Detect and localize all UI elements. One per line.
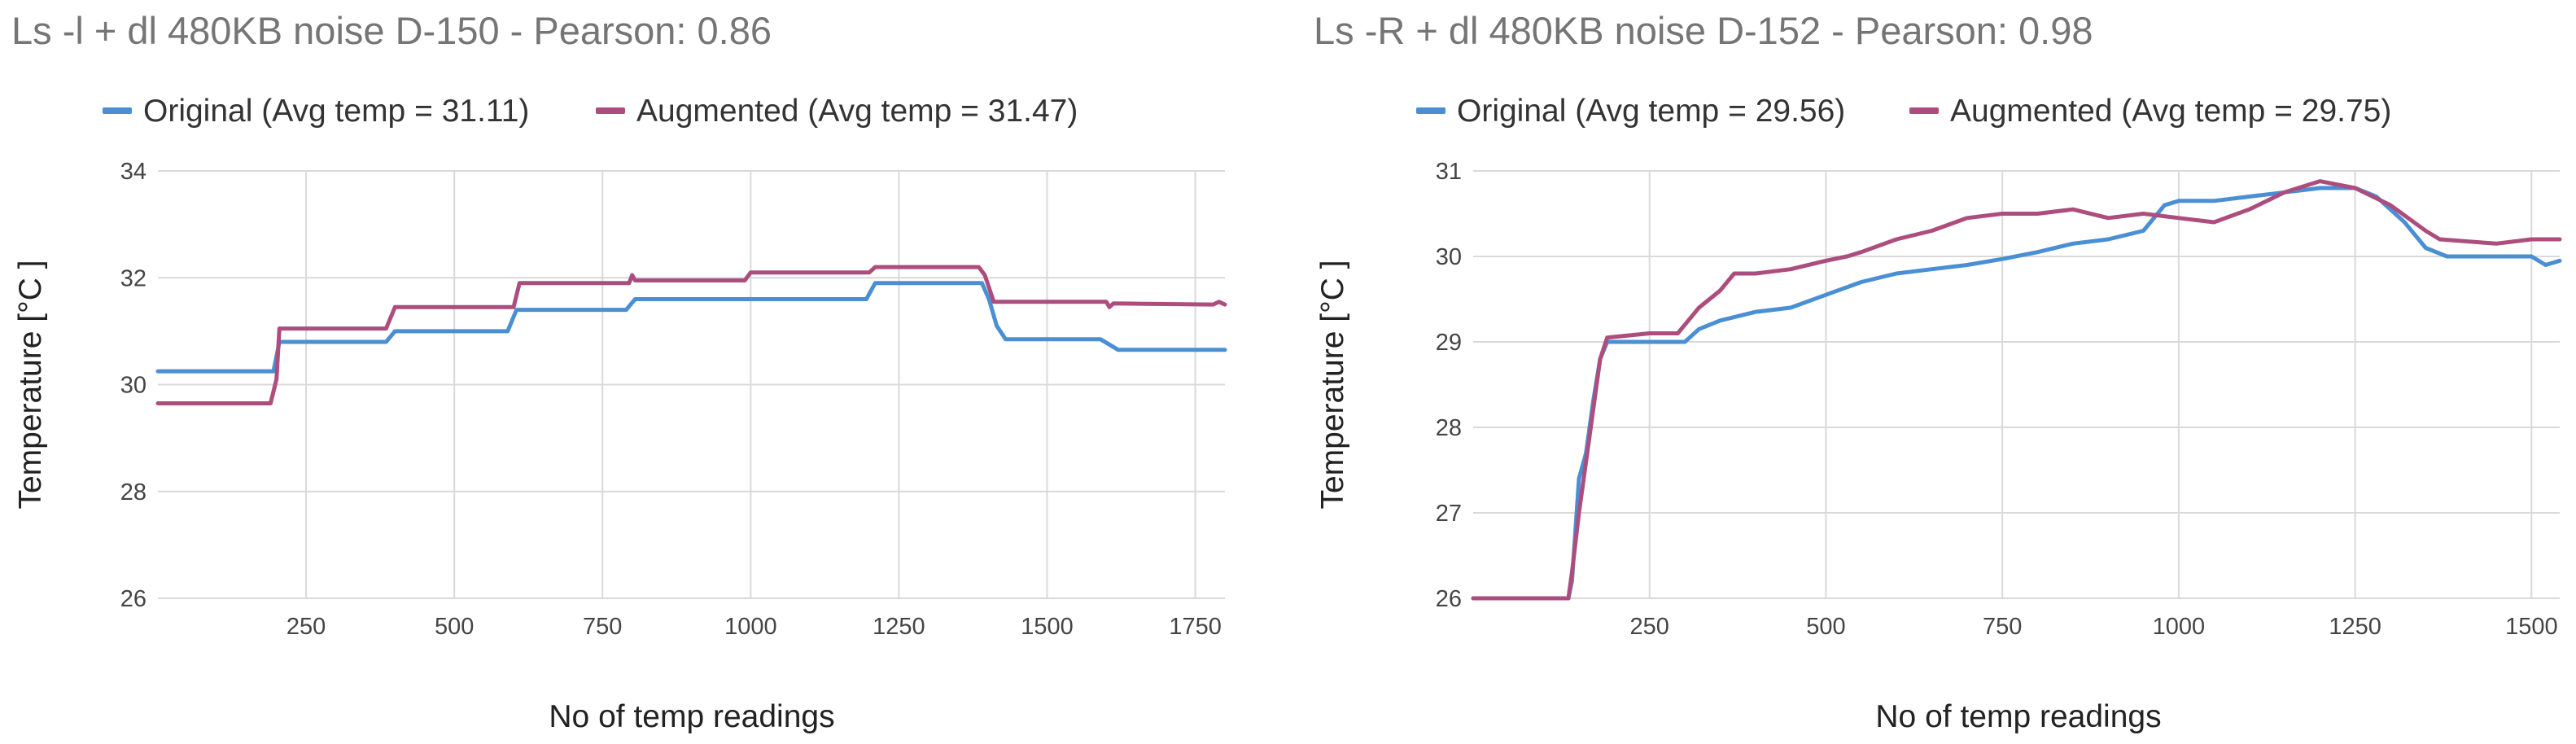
x-tick-label: 750 [583, 614, 622, 640]
series-line-original [155, 281, 1227, 374]
chart-panel-right: Ls -R + dl 480KB noise D-152 - Pearson: … [1302, 0, 2576, 744]
x-tick-label: 250 [286, 614, 326, 640]
y-tick-label: 30 [120, 373, 147, 399]
legend-label: Original (Avg temp = 29.56) [1457, 94, 1845, 129]
y-tick-label: 32 [120, 265, 147, 291]
y-tick-label: 28 [1436, 415, 1462, 441]
x-tick-label: 1000 [2153, 614, 2206, 640]
legend-swatch [1416, 107, 1445, 114]
x-tick-label: 1250 [873, 614, 925, 640]
legend-swatch [1909, 107, 1939, 114]
legend-label: Augmented (Avg temp = 31.47) [636, 94, 1078, 129]
legend-swatch [596, 107, 625, 114]
x-tick-label: 750 [1983, 614, 2022, 640]
x-axis-title: No of temp readings [549, 699, 834, 734]
y-tick-label: 34 [120, 159, 147, 185]
y-tick-label: 26 [120, 586, 147, 612]
x-tick-label: 500 [1806, 614, 1845, 640]
chart-title: Ls -R + dl 480KB noise D-152 - Pearson: … [1314, 9, 2093, 52]
series-line-augmented [1471, 179, 2562, 601]
chart-title: Ls -l + dl 480KB noise D-150 - Pearson: … [11, 9, 772, 52]
x-tick-label: 1000 [724, 614, 777, 640]
x-axis-title: No of temp readings [1875, 699, 2161, 734]
x-tick-label: 1500 [1021, 614, 1074, 640]
x-tick-label: 1500 [2505, 614, 2558, 640]
y-tick-label: 30 [1436, 244, 1462, 270]
y-tick-label: 27 [1436, 501, 1462, 527]
y-tick-label: 28 [120, 479, 147, 505]
y-tick-label: 26 [1436, 586, 1462, 612]
series-line-augmented [155, 265, 1227, 405]
line-chart-left: 26 28 30 32 34 250 500 750 1000 1250 1500 1750 No of… [13, 94, 1227, 734]
legend-label: Augmented (Avg temp = 29.75) [1950, 94, 2391, 129]
x-tick-label: 250 [1630, 614, 1669, 640]
x-tick-label: 1750 [1169, 614, 1222, 640]
y-tick-label: 29 [1436, 330, 1462, 356]
line-chart-right: 26 27 28 29 30 31 250 500 750 1000 1250 1500 No of t… [1315, 94, 2562, 734]
y-axis-title: Temperature [°C ] [13, 260, 48, 509]
y-axis-title: Temperature [°C ] [1315, 260, 1350, 509]
legend-swatch [103, 107, 132, 114]
y-tick-label: 31 [1436, 159, 1462, 185]
legend-label: Original (Avg temp = 31.11) [143, 94, 529, 129]
x-tick-label: 1250 [2329, 614, 2381, 640]
x-tick-label: 500 [435, 614, 474, 640]
chart-panel-left: Ls -l + dl 480KB noise D-150 - Pearson: … [11, 9, 1227, 734]
series-line-original [1471, 186, 2562, 601]
